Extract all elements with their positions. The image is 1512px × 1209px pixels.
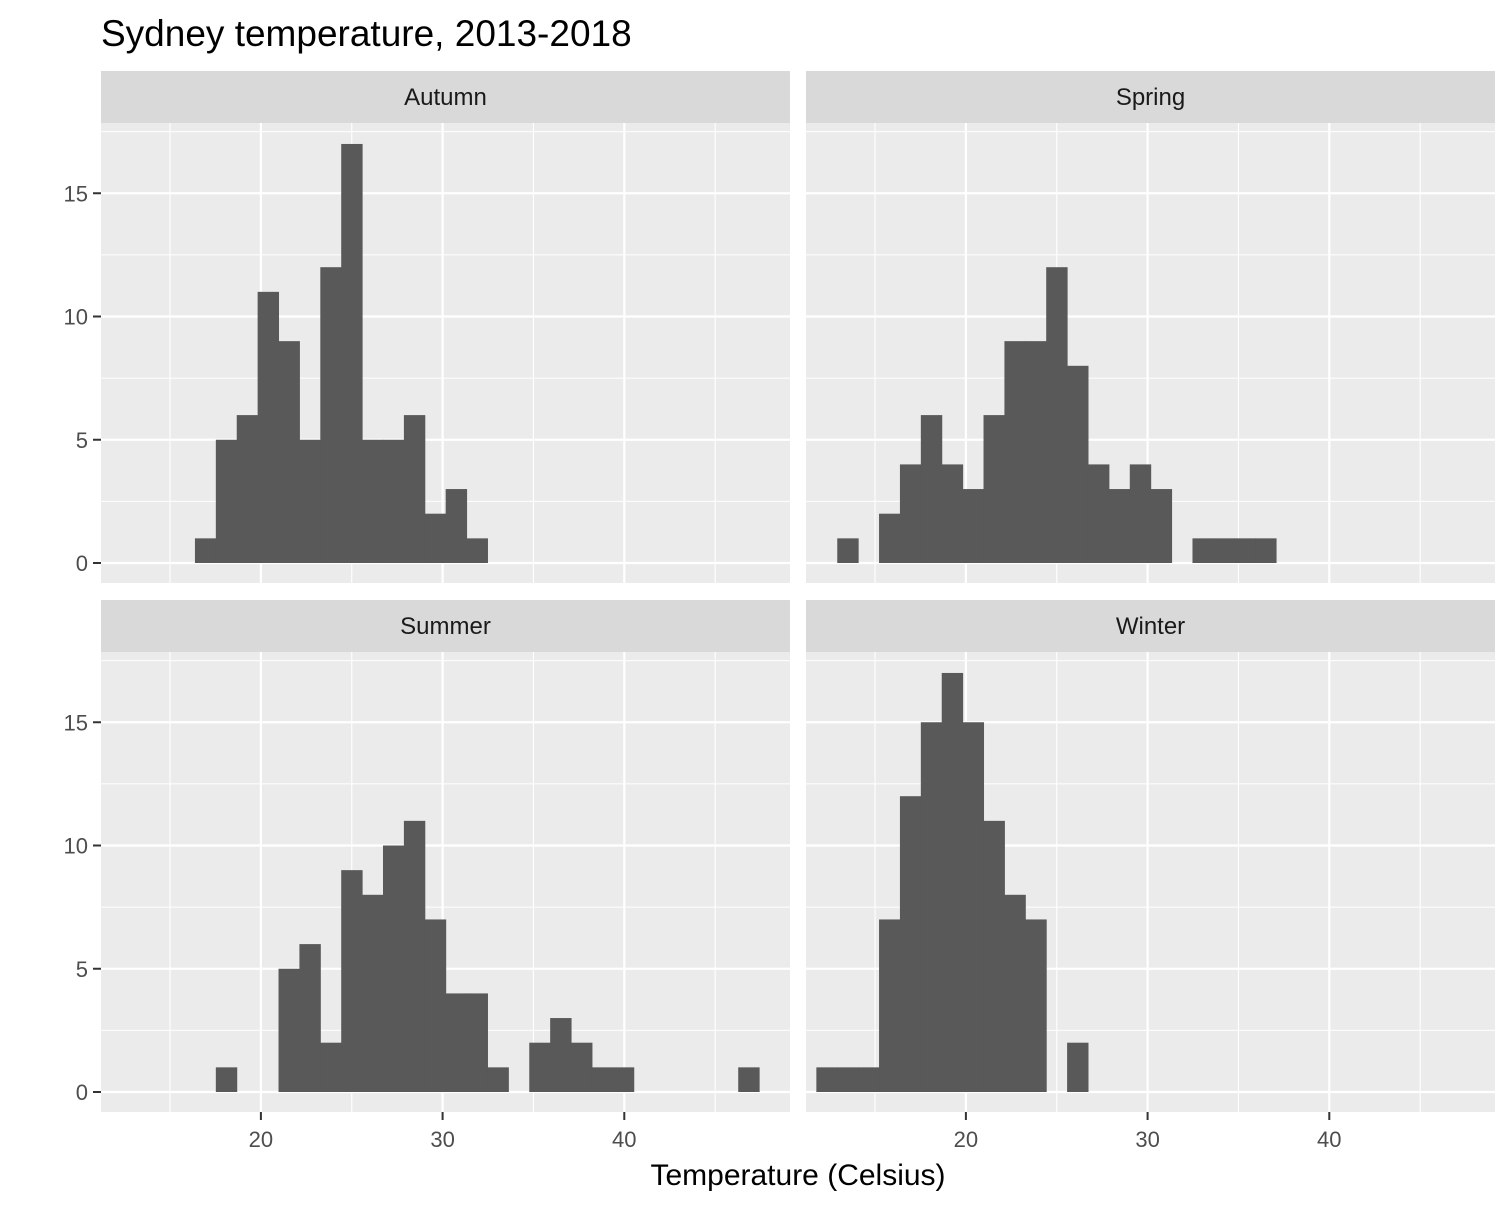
histogram-bar	[320, 1042, 342, 1092]
histogram-bar	[1004, 341, 1026, 563]
histogram-bar	[215, 1067, 238, 1092]
histogram-bar	[612, 1067, 635, 1092]
histogram-bar	[941, 672, 964, 1092]
histogram-bar	[278, 968, 300, 1092]
histogram-bar	[299, 944, 321, 1092]
histogram-bar	[403, 415, 426, 563]
histogram-bar	[879, 513, 901, 563]
histogram-bar	[837, 538, 859, 563]
facet-strip-label: Summer	[400, 613, 491, 640]
histogram-bar	[403, 820, 426, 1092]
facet-strip	[101, 600, 790, 652]
x-tick-label: 40	[612, 1127, 636, 1152]
facet-panel: Winter 20 30 40	[806, 600, 1495, 1152]
histogram-bar	[1255, 538, 1277, 563]
histogram-bar	[466, 538, 488, 563]
histogram-bar	[382, 845, 405, 1092]
histogram-bar	[1087, 464, 1110, 563]
facet-panel: Summer 0 5 10 15 20 30 40	[64, 600, 790, 1152]
histogram-bar	[445, 993, 468, 1092]
y-tick-label: 0	[76, 1080, 88, 1105]
histogram-bar	[899, 796, 922, 1092]
chart-title: Sydney temperature, 2013-2018	[101, 13, 632, 54]
facet-strip-label: Spring	[1116, 84, 1185, 111]
histogram-bar	[983, 820, 1005, 1092]
histogram-bar	[1108, 489, 1131, 563]
histogram-bar	[1067, 1042, 1089, 1092]
histogram-bar	[257, 291, 280, 563]
histogram-bar	[445, 489, 468, 563]
histogram-bar	[320, 267, 342, 563]
histogram-bar	[920, 415, 943, 563]
histogram-bar	[879, 919, 901, 1092]
histogram-bar	[299, 439, 321, 563]
histogram-bar	[1234, 538, 1256, 563]
histogram-bar	[424, 513, 447, 563]
facet-strip	[806, 71, 1495, 123]
x-tick-label: 20	[249, 1127, 273, 1152]
histogram-bar	[236, 415, 259, 563]
histogram-bar	[571, 1042, 593, 1092]
y-tick-label: 0	[76, 551, 88, 576]
x-tick-label: 20	[954, 1127, 978, 1152]
histogram-bar	[1150, 489, 1173, 563]
histogram-bar	[816, 1067, 838, 1092]
histogram-bar	[382, 439, 405, 563]
x-tick-label: 30	[430, 1127, 454, 1152]
histogram-bar	[920, 722, 943, 1092]
histogram-bar	[529, 1042, 551, 1092]
histogram-bar	[278, 341, 300, 563]
x-axis-title: Temperature (Celsius)	[650, 1159, 945, 1192]
histogram-bar	[487, 1067, 509, 1092]
histogram-bar	[194, 538, 217, 563]
histogram-bar	[962, 489, 985, 563]
histogram-bar	[837, 1067, 859, 1092]
facet-panel: Autumn 0 5 10 15	[64, 71, 790, 583]
x-tick-label: 40	[1317, 1127, 1341, 1152]
histogram-bar	[362, 894, 384, 1092]
histogram-bar	[341, 870, 363, 1092]
histogram-bar	[858, 1067, 880, 1092]
y-tick-label: 10	[64, 305, 88, 330]
histogram-bar	[466, 993, 488, 1092]
x-tick-label: 30	[1135, 1127, 1159, 1152]
facet-strip-label: Autumn	[404, 84, 487, 111]
y-tick-label: 5	[76, 428, 88, 453]
histogram-bar	[362, 439, 384, 563]
histogram-bar	[1192, 538, 1214, 563]
histogram-bar	[1067, 365, 1089, 563]
y-tick-label: 10	[64, 834, 88, 859]
histogram-bar	[1046, 267, 1068, 563]
y-tick-label: 5	[76, 957, 88, 982]
histogram-bar	[341, 143, 363, 563]
histogram-bar	[550, 1018, 572, 1092]
histogram-bar	[983, 415, 1005, 563]
histogram-bar	[899, 464, 922, 563]
histogram-bar	[962, 722, 985, 1092]
histogram-bar	[1025, 919, 1047, 1092]
histogram-bar	[1129, 464, 1152, 563]
y-tick-label: 15	[64, 181, 88, 206]
histogram-bar	[591, 1067, 614, 1092]
histogram-bar	[1025, 341, 1047, 563]
histogram-bar	[1004, 894, 1026, 1092]
histogram-bar	[941, 464, 964, 563]
histogram-bar	[738, 1067, 760, 1092]
facet-strip-label: Winter	[1116, 613, 1185, 640]
y-tick-label: 15	[64, 710, 88, 735]
histogram-bar	[215, 439, 238, 563]
histogram-bar	[424, 919, 447, 1092]
facet-panel: Spring	[806, 71, 1495, 583]
facet-strip	[806, 600, 1495, 652]
histogram-bar	[1213, 538, 1235, 563]
panel-background	[101, 123, 790, 583]
facet-strip	[101, 71, 790, 123]
